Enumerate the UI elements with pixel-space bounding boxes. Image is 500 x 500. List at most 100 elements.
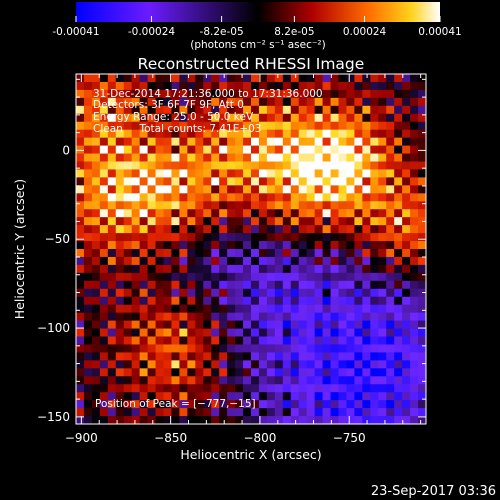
heatmap-cell (91, 272, 101, 282)
heatmap-cell (418, 352, 426, 361)
heatmap-cell (266, 400, 276, 409)
heatmap-cell (163, 233, 173, 242)
heatmap-cell (386, 408, 395, 417)
heatmap-cell (251, 416, 260, 424)
heatmap-cell (91, 81, 101, 91)
heatmap-cell (322, 249, 332, 258)
heatmap-cell (131, 360, 141, 369)
heatmap-cell (243, 201, 252, 210)
heatmap-cell (394, 145, 403, 155)
heatmap-cell (131, 74, 141, 83)
heatmap-cell (131, 368, 141, 377)
heatmap-cell (370, 249, 379, 258)
heatmap-cell (386, 392, 395, 401)
heatmap-cell (354, 81, 363, 91)
heatmap-cell (402, 137, 411, 147)
heatmap-cell (219, 256, 228, 266)
heatmap-cell (115, 233, 125, 242)
heatmap-cell (370, 392, 379, 401)
heatmap-cell (370, 376, 379, 385)
heatmap-cell (418, 280, 426, 290)
heatmap-cell (235, 304, 244, 314)
heatmap-cell (227, 328, 236, 338)
heatmap-cell (266, 233, 276, 242)
heatmap-cell (131, 400, 141, 409)
heatmap-cell (155, 145, 165, 155)
heatmap-cell (410, 256, 419, 266)
heatmap-cell (227, 121, 236, 131)
heatmap-cell (227, 368, 236, 377)
heatmap-cell (139, 233, 149, 242)
heatmap-cell (227, 161, 236, 171)
heatmap-cell (251, 89, 260, 99)
heatmap-cell (83, 392, 93, 401)
heatmap-cell (274, 368, 284, 377)
heatmap-cell (91, 97, 101, 107)
heatmap-cell (211, 249, 220, 258)
heatmap-cell (147, 74, 157, 83)
heatmap-cell (147, 161, 157, 171)
heatmap-cell (83, 264, 93, 274)
heatmap-cell (115, 129, 125, 139)
heatmap-cell (298, 392, 308, 401)
heatmap-cell (115, 296, 125, 306)
heatmap-cell (418, 336, 426, 346)
heatmap-cell (290, 241, 300, 250)
heatmap-cell (219, 169, 228, 178)
heatmap-cell (107, 217, 117, 226)
heatmap-cell (163, 416, 173, 424)
heatmap-cell (83, 368, 93, 377)
heatmap-cell (83, 113, 93, 123)
heatmap-cell (163, 209, 173, 218)
heatmap-cell (394, 336, 403, 346)
heatmap-cell (402, 304, 411, 314)
heatmap-cell (410, 344, 419, 353)
heatmap-cell (139, 249, 149, 258)
heatmap-cell (179, 129, 188, 139)
heatmap-cell (370, 272, 379, 282)
heatmap-cell (76, 408, 85, 417)
heatmap-cell (394, 89, 403, 99)
heatmap-cell (179, 225, 188, 234)
heatmap-cell (203, 161, 212, 171)
heatmap-cell (83, 249, 93, 258)
heatmap-cell (107, 81, 117, 91)
heatmap-cell (282, 400, 292, 409)
heatmap-cell (362, 376, 371, 385)
heatmap-cell (115, 193, 125, 202)
heatmap-cell (179, 288, 188, 298)
heatmap-cell (410, 225, 419, 234)
heatmap-cell (195, 145, 204, 155)
heatmap-cell (418, 74, 426, 83)
heatmap-cell (131, 296, 141, 306)
heatmap-cell (147, 288, 157, 298)
heatmap-cell (362, 241, 371, 250)
heatmap-cell (251, 121, 260, 131)
heatmap-cell (107, 105, 117, 115)
heatmap-cell (179, 201, 188, 210)
x-tick-label: −800 (243, 431, 276, 445)
heatmap-cell (330, 113, 340, 123)
heatmap-cell (322, 312, 332, 322)
heatmap-cell (243, 392, 252, 401)
heatmap-cell (338, 408, 348, 417)
heatmap-cell (155, 121, 165, 131)
heatmap-cell (266, 209, 276, 218)
heatmap-cell (266, 161, 276, 171)
heatmap-cell (274, 352, 284, 361)
heatmap-cell (251, 328, 260, 338)
heatmap-cell (76, 249, 85, 258)
heatmap-cell (123, 296, 133, 306)
heatmap-cell (274, 89, 284, 99)
heatmap-cell (258, 249, 268, 258)
heatmap-cell (203, 336, 212, 346)
heatmap-cell (187, 177, 196, 186)
heatmap-cell (370, 312, 379, 322)
heatmap-cell (227, 384, 236, 393)
heatmap-cell (338, 81, 348, 91)
heatmap-cell (418, 129, 426, 139)
heatmap-cell (346, 129, 355, 139)
heatmap-cell (258, 368, 268, 377)
heatmap-cell (139, 360, 149, 369)
heatmap-cell (290, 113, 300, 123)
